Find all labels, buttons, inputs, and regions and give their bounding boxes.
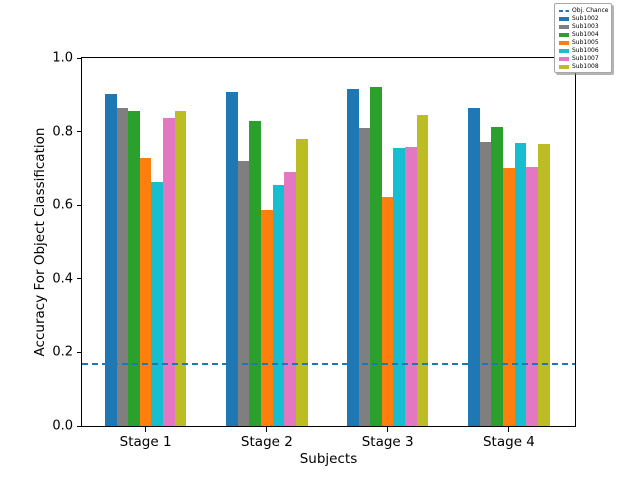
bar-sub1008-stage2 (295, 138, 308, 426)
bar-sub1006-stage3 (393, 147, 406, 426)
x-tick-mark (266, 427, 268, 432)
legend-label: Sub1005 (572, 39, 599, 46)
y-tick-mark (77, 351, 81, 353)
bar-sub1002-stage4 (468, 107, 480, 426)
bar-sub1004-stage4 (491, 126, 504, 426)
color-swatch (559, 64, 569, 69)
legend-label: Sub1006 (572, 47, 599, 54)
bar-sub1003-stage2 (237, 160, 250, 426)
y-tick-label: 0.4 (52, 271, 73, 287)
y-tick-mark (77, 204, 81, 206)
y-tick-label: 0.0 (52, 418, 73, 434)
color-swatch (559, 40, 569, 45)
plot-area: 0.0 0.2 0.4 0.6 0.8 1.0 Stage 1 Stage 2 Stage 3 S… (52, 52, 576, 450)
bar-sub1008-stage4 (538, 144, 550, 426)
legend: Obj. Chance Sub1002 Sub1003 Sub1004 Sub1005 S… (554, 3, 612, 73)
bar-sub1006-stage2 (272, 184, 285, 426)
y-tick-mark (77, 57, 81, 59)
legend-entry-sub1003: Sub1003 (559, 23, 608, 30)
y-tick-label: 0.2 (52, 344, 73, 360)
color-swatch (559, 24, 569, 29)
color-swatch (559, 48, 569, 53)
legend-entry-obj-chance: Obj. Chance (559, 7, 608, 14)
bar-sub1005-stage1 (139, 158, 152, 426)
bar-sub1004-stage2 (249, 120, 262, 426)
bar-sub1006-stage4 (514, 142, 527, 426)
x-tick-label-2: Stage 2 (240, 434, 293, 450)
legend-label: Sub1008 (572, 63, 599, 70)
x-tick-mark (508, 427, 510, 432)
y-tick-label: 0.6 (52, 197, 73, 213)
bar-sub1002-stage3 (346, 88, 359, 426)
bar-sub1002-stage2 (226, 91, 238, 426)
legend-entry-sub1008: Sub1008 (559, 63, 608, 70)
y-tick-mark (77, 278, 81, 280)
bar-sub1007-stage4 (526, 166, 538, 426)
x-tick-mark (145, 427, 147, 432)
x-axis-label: Subjects (299, 451, 358, 467)
bar-sub1005-stage2 (261, 210, 273, 426)
legend-entry-sub1004: Sub1004 (559, 31, 608, 38)
x-tick-mark (387, 427, 389, 432)
bar-sub1006-stage1 (151, 182, 164, 426)
bar-sub1007-stage2 (284, 172, 296, 426)
y-tick-label: 0.8 (52, 124, 73, 140)
bar-sub1008-stage3 (416, 114, 429, 426)
legend-label: Sub1002 (572, 15, 599, 22)
bar-sub1003-stage1 (116, 107, 129, 426)
x-tick-label-1: Stage 1 (119, 434, 172, 450)
x-tick-label-3: Stage 3 (361, 434, 414, 450)
bar-sub1004-stage1 (128, 110, 140, 426)
bar-sub1005-stage4 (503, 168, 515, 426)
legend-entry-sub1006: Sub1006 (559, 47, 608, 54)
y-axis-label: Accuracy For Object Classification (32, 127, 48, 357)
bar-sub1005-stage3 (381, 197, 394, 426)
y-tick-mark (77, 425, 81, 427)
legend-label: Sub1007 (572, 55, 599, 62)
x-tick-label-4: Stage 4 (482, 434, 535, 450)
bar-sub1004-stage3 (370, 86, 382, 426)
color-swatch (559, 32, 569, 37)
bar-sub1007-stage1 (163, 117, 175, 426)
y-tick-mark (77, 131, 81, 133)
legend-label: Obj. Chance (572, 7, 609, 14)
legend-label: Sub1004 (572, 31, 599, 38)
dashed-line-swatch (559, 9, 569, 12)
color-swatch (559, 16, 569, 21)
legend-entry-sub1007: Sub1007 (559, 55, 608, 62)
legend-label: Sub1003 (572, 23, 599, 30)
chance-line (82, 363, 575, 366)
color-swatch (559, 56, 569, 61)
bar-sub1003-stage4 (479, 141, 492, 426)
y-tick-label: 1.0 (52, 50, 73, 66)
legend-entry-sub1005: Sub1005 (559, 39, 608, 46)
legend-entry-sub1002: Sub1002 (559, 15, 608, 22)
bar-sub1008-stage1 (174, 110, 187, 426)
bar-sub1007-stage3 (405, 146, 417, 426)
bar-sub1002-stage1 (104, 94, 117, 426)
bar-sub1003-stage3 (358, 127, 371, 426)
